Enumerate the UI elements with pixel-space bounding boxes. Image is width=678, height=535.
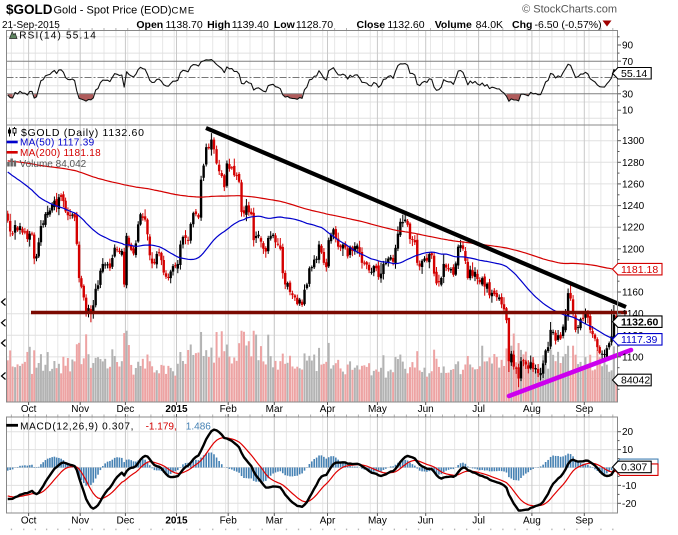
svg-text:Jun: Jun: [418, 404, 434, 415]
svg-text:30: 30: [622, 89, 634, 100]
svg-text:© StockCharts.com: © StockCharts.com: [522, 4, 617, 16]
svg-text:May: May: [368, 515, 387, 526]
svg-text:1100: 1100: [622, 352, 644, 363]
svg-text:0.307: 0.307: [621, 462, 647, 474]
svg-text:Volume 84,042: Volume 84,042: [20, 159, 87, 170]
svg-text:1300: 1300: [622, 136, 645, 147]
svg-text:Apr: Apr: [320, 404, 336, 415]
svg-text:Nov: Nov: [71, 404, 89, 415]
svg-text:$GOLD (Daily) 1132.60: $GOLD (Daily) 1132.60: [21, 127, 145, 139]
svg-text:1240: 1240: [622, 201, 645, 212]
svg-text:1260: 1260: [622, 179, 645, 190]
svg-text:-6.50 (-0.57%): -6.50 (-0.57%): [535, 19, 602, 31]
svg-text:Sep: Sep: [575, 515, 593, 526]
svg-text:1139.40: 1139.40: [232, 19, 269, 31]
svg-text:Volume: Volume: [435, 19, 472, 31]
svg-text:1280: 1280: [622, 158, 645, 169]
svg-text:70: 70: [622, 57, 634, 68]
svg-text:Oct: Oct: [21, 515, 37, 526]
svg-text:Oct: Oct: [21, 404, 37, 415]
svg-text:1138.70: 1138.70: [166, 19, 203, 31]
svg-text:Aug: Aug: [523, 404, 541, 415]
svg-text:1160: 1160: [622, 288, 644, 299]
svg-text:Dec: Dec: [117, 404, 135, 415]
svg-text:Close: Close: [357, 19, 386, 31]
svg-text:2015: 2015: [165, 404, 188, 415]
svg-text:Nov: Nov: [71, 515, 89, 526]
svg-text:MA(50) 1117.39: MA(50) 1117.39: [20, 138, 95, 149]
svg-text:1128.70: 1128.70: [296, 19, 333, 31]
svg-text:1117.39: 1117.39: [621, 334, 658, 346]
svg-text:Dec: Dec: [117, 515, 135, 526]
svg-text:Open: Open: [136, 19, 163, 31]
svg-text:1.486: 1.486: [186, 422, 211, 433]
svg-text:May: May: [368, 404, 387, 415]
svg-text:-10: -10: [622, 481, 637, 492]
svg-text:MACD(12,26,9) 0.307,: MACD(12,26,9) 0.307,: [20, 422, 134, 433]
svg-text:RSI(14) 55.14: RSI(14) 55.14: [19, 31, 97, 42]
svg-text:1132.60: 1132.60: [387, 19, 424, 31]
svg-text:2015: 2015: [165, 515, 188, 526]
svg-text:Sep: Sep: [575, 404, 593, 415]
svg-text:Jul: Jul: [472, 515, 485, 526]
svg-text:55.14: 55.14: [621, 68, 647, 80]
svg-text:21-Sep-2015: 21-Sep-2015: [2, 20, 60, 31]
svg-text:Feb: Feb: [220, 404, 238, 415]
svg-text:-1.179,: -1.179,: [146, 422, 177, 433]
svg-text:Feb: Feb: [220, 515, 238, 526]
svg-text:Apr: Apr: [320, 515, 336, 526]
svg-text:84.0K: 84.0K: [476, 19, 503, 31]
svg-text:-20: -20: [622, 499, 637, 510]
svg-text:10: 10: [622, 106, 634, 117]
svg-text:84042: 84042: [621, 375, 650, 387]
svg-text:1140: 1140: [622, 309, 644, 320]
svg-text:Low: Low: [274, 19, 296, 31]
svg-text:20: 20: [622, 427, 634, 438]
svg-text:10: 10: [622, 445, 634, 456]
svg-text:Mar: Mar: [266, 404, 284, 415]
svg-text:Aug: Aug: [523, 515, 541, 526]
svg-text:1181.18: 1181.18: [621, 264, 658, 276]
svg-text:MA(200) 1181.18: MA(200) 1181.18: [20, 148, 101, 159]
svg-text:90: 90: [622, 41, 634, 52]
svg-text:High: High: [207, 19, 230, 31]
svg-text:Jun: Jun: [418, 515, 434, 526]
svg-text:1220: 1220: [622, 223, 645, 234]
svg-text:Gold - Spot Price (EOD): Gold - Spot Price (EOD): [54, 5, 172, 17]
svg-text:Jul: Jul: [472, 404, 485, 415]
svg-text:1132.60: 1132.60: [621, 316, 659, 328]
svg-text:CME: CME: [172, 6, 196, 17]
svg-text:$GOLD: $GOLD: [6, 2, 53, 17]
svg-text:1200: 1200: [622, 244, 645, 255]
svg-text:Mar: Mar: [266, 515, 284, 526]
